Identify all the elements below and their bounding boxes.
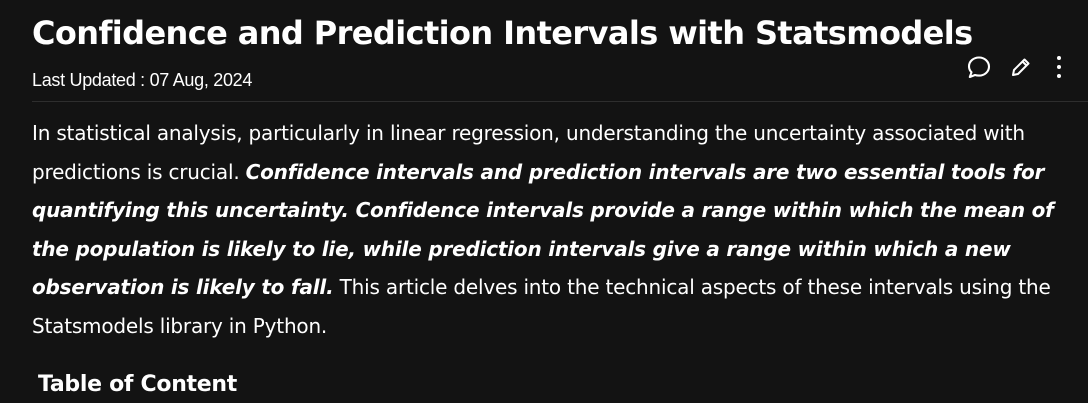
pencil-icon bbox=[1012, 58, 1030, 76]
last-updated: Last Updated : 07 Aug, 2024 bbox=[32, 68, 252, 92]
intro-paragraph: In statistical analysis, particularly in… bbox=[32, 114, 1084, 346]
edit-button[interactable] bbox=[1006, 52, 1036, 82]
last-updated-label: Last Updated : bbox=[32, 70, 150, 90]
comment-icon bbox=[967, 56, 991, 79]
article-title: Confidence and Prediction Intervals with… bbox=[32, 14, 973, 52]
last-updated-date: 07 Aug, 2024 bbox=[149, 70, 253, 90]
comment-button[interactable] bbox=[964, 52, 994, 82]
intro-lead: In statistical analysis, particularly in… bbox=[32, 121, 1025, 184]
intro-tail: This article delves into the technical a… bbox=[32, 275, 1051, 338]
more-vertical-icon bbox=[1057, 56, 1061, 78]
table-of-content-heading: Table of Content bbox=[38, 372, 237, 397]
header-divider bbox=[32, 101, 1088, 102]
intro-emphasis: Confidence intervals and prediction inte… bbox=[32, 159, 1054, 300]
more-options-button[interactable] bbox=[1044, 52, 1074, 82]
article-actions bbox=[964, 52, 1076, 82]
